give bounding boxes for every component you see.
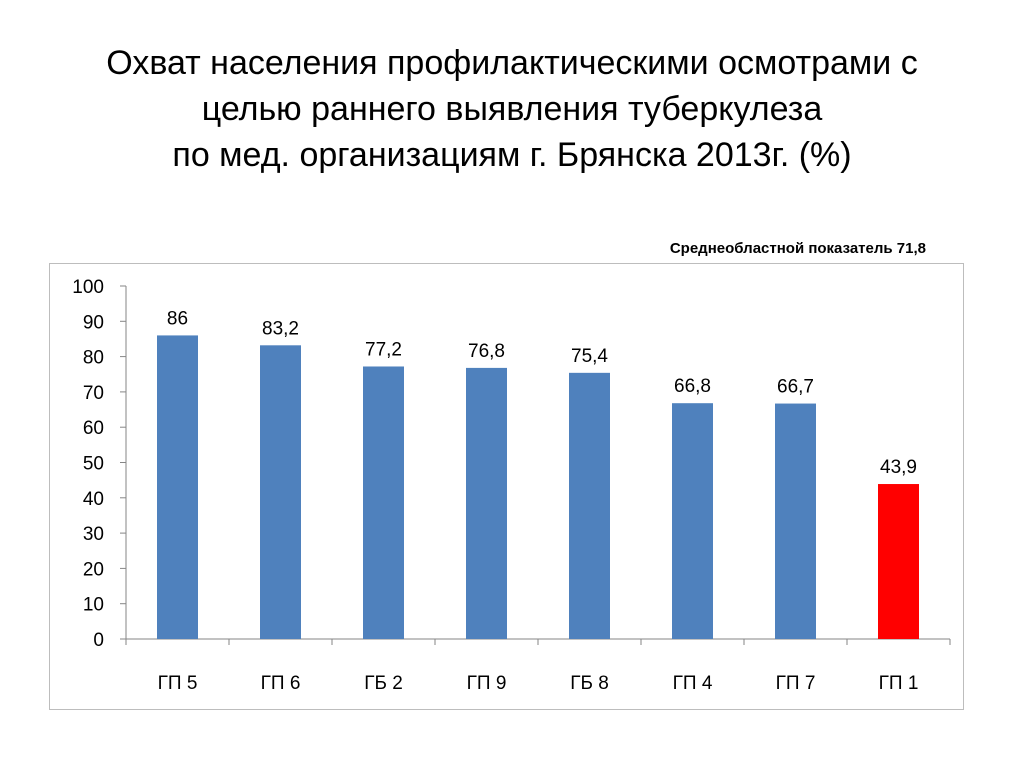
chart-frame — [49, 263, 964, 710]
category-label-4: ГП 9 — [467, 673, 507, 694]
y-tick-label: 50 — [83, 454, 104, 475]
category-label-1: ГП 5 — [158, 673, 198, 694]
data-label-4: 76,8 — [468, 341, 505, 362]
y-tick-label: 70 — [83, 383, 104, 404]
y-tick-label: 100 — [72, 277, 104, 298]
data-label-2: 83,2 — [262, 318, 299, 339]
bar-7 — [775, 403, 816, 639]
y-tick-label: 90 — [83, 312, 104, 333]
bar-5 — [569, 372, 610, 639]
y-tick-label: 0 — [93, 630, 104, 651]
y-tick-label: 30 — [83, 524, 104, 545]
title-line-1: Охват населения профилактическими осмотр… — [106, 44, 918, 82]
chart-axes: 0 10 20 30 40 50 60 70 80 90 100 — [72, 277, 951, 651]
category-label-6: ГП 4 — [673, 673, 713, 694]
title-line-3: по мед. организациям г. Брянска 2013г. (… — [172, 136, 852, 174]
title-line-2: целью раннего выявления туберкулеза — [201, 90, 823, 128]
y-tick-label: 20 — [83, 559, 104, 580]
category-label-5: ГБ 8 — [570, 673, 609, 694]
y-tick-label: 60 — [83, 418, 104, 439]
y-tick-label: 10 — [83, 595, 104, 616]
bar-1 — [157, 335, 198, 639]
bar-2 — [260, 345, 301, 639]
data-label-8: 43,9 — [880, 457, 917, 478]
bar-6 — [672, 403, 713, 639]
data-label-3: 77,2 — [365, 339, 402, 360]
category-label-8: ГП 1 — [879, 673, 919, 694]
bar-3 — [363, 366, 404, 639]
data-label-5: 75,4 — [571, 346, 608, 367]
regional-average-note: Среднеобластной показатель 71,8 — [669, 240, 926, 257]
category-label-3: ГБ 2 — [364, 673, 403, 694]
y-tick-label: 40 — [83, 489, 104, 510]
bar-4 — [466, 367, 507, 639]
category-label-7: ГП 7 — [776, 673, 816, 694]
slide-title: Охват населения профилактическими осмотр… — [40, 40, 984, 178]
data-label-6: 66,8 — [674, 376, 711, 397]
chart-labels: 86 ГП 5 83,2 ГП 6 77,2 ГБ 2 76,8 ГП 9 75,4 ГБ 8 66… — [158, 308, 919, 694]
chart-bars — [157, 335, 919, 639]
y-tick-label: 80 — [83, 348, 104, 369]
data-label-7: 66,7 — [777, 377, 814, 398]
data-label-1: 86 — [167, 308, 188, 329]
bar-8 — [878, 484, 919, 639]
category-label-2: ГП 6 — [261, 673, 301, 694]
